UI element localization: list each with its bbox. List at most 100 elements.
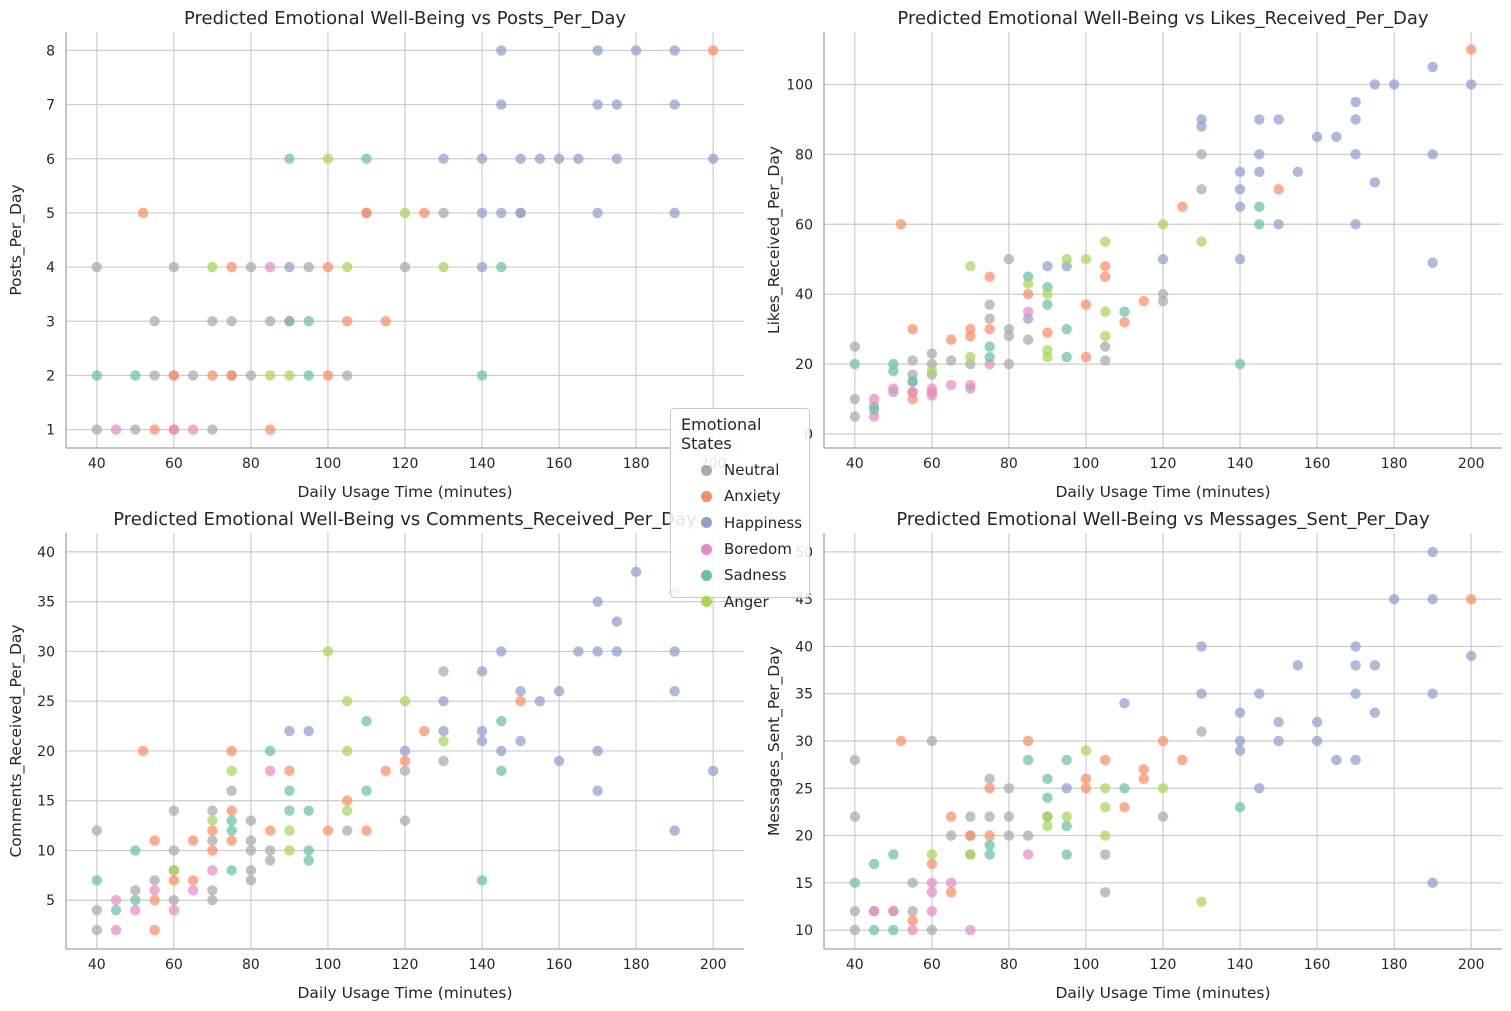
x-tick-label: 120	[392, 456, 419, 472]
legend-label-boredom: Boredom	[724, 540, 792, 559]
x-tick-label: 100	[1073, 456, 1100, 472]
point-boredom	[110, 924, 122, 936]
point-neutral	[342, 370, 353, 381]
point-anxiety	[322, 261, 334, 273]
point-boredom	[868, 393, 880, 405]
point-neutral	[264, 316, 276, 327]
point-boredom	[926, 877, 938, 889]
point-neutral	[264, 845, 276, 856]
point-happiness	[1350, 660, 1361, 671]
point-anxiety	[1138, 773, 1149, 785]
point-sadness	[868, 924, 880, 936]
x-axis-label: Daily Usage Time (minutes)	[297, 483, 512, 501]
point-happiness	[630, 45, 642, 56]
y-tick-label: 10	[37, 843, 55, 859]
point-anxiety	[707, 45, 719, 56]
point-happiness	[303, 725, 314, 737]
x-tick-label: 60	[923, 456, 941, 472]
point-anxiety	[1100, 754, 1111, 766]
point-sadness	[868, 404, 880, 415]
point-neutral	[945, 830, 957, 841]
point-neutral	[1003, 254, 1015, 265]
y-tick-label: 15	[795, 876, 813, 892]
point-boredom	[907, 386, 918, 398]
legend-marker-sadness	[701, 569, 712, 581]
y-axis-label: Messages_Sent_Per_Day	[765, 646, 784, 836]
x-tick-label: 120	[392, 957, 419, 973]
point-anger	[965, 261, 976, 272]
point-neutral	[342, 825, 353, 836]
chart-title: Predicted Emotional Well-Being vs Likes_…	[897, 8, 1429, 29]
x-tick-label: 140	[469, 456, 496, 472]
point-happiness	[669, 686, 680, 697]
point-anger	[322, 646, 334, 657]
point-happiness	[496, 745, 507, 757]
point-anger	[965, 849, 976, 860]
point-happiness	[1427, 149, 1438, 160]
point-neutral	[1003, 811, 1015, 822]
point-neutral	[207, 885, 218, 896]
point-anxiety	[322, 825, 334, 836]
y-tick-label: 80	[795, 147, 813, 163]
point-happiness	[1273, 114, 1284, 125]
point-happiness	[1350, 754, 1361, 766]
point-anxiety	[945, 334, 957, 345]
x-tick-label: 80	[242, 456, 260, 472]
point-anxiety	[1080, 773, 1092, 785]
point-anxiety	[342, 316, 353, 327]
point-happiness	[592, 207, 603, 219]
point-anxiety	[149, 835, 160, 846]
legend-marker-anger	[701, 596, 712, 608]
point-anxiety	[1022, 288, 1034, 300]
point-happiness	[1427, 257, 1438, 268]
y-tick-label: 20	[37, 744, 55, 760]
point-neutral	[849, 924, 861, 936]
point-neutral	[245, 845, 257, 856]
legend-marker-happiness	[701, 517, 712, 529]
point-boredom	[110, 895, 122, 906]
y-tick-label: 8	[46, 43, 55, 59]
point-happiness	[592, 596, 603, 607]
point-happiness	[592, 745, 603, 757]
point-anger	[226, 765, 237, 777]
point-happiness	[438, 153, 449, 164]
point-happiness	[496, 99, 507, 110]
point-anxiety	[284, 765, 295, 777]
subplot-messages-sent-per-day: 40 60 80 100 120 140 160 180 2001015202530354045…	[765, 509, 1502, 1002]
point-happiness	[630, 566, 642, 578]
point-happiness	[1292, 166, 1304, 178]
point-sadness	[303, 845, 314, 856]
point-anger	[1196, 896, 1207, 907]
point-happiness	[1292, 660, 1304, 671]
y-tick-label: 40	[37, 545, 55, 561]
point-anxiety	[226, 745, 237, 757]
point-happiness	[476, 735, 488, 747]
point-happiness	[611, 616, 623, 627]
point-anger	[1100, 830, 1111, 841]
point-boredom	[965, 379, 976, 391]
x-tick-label: 120	[1150, 957, 1177, 973]
point-neutral	[149, 316, 160, 327]
y-tick-label: 1	[46, 423, 55, 439]
point-sadness	[1254, 201, 1265, 212]
point-neutral	[245, 835, 257, 846]
point-neutral	[849, 411, 861, 422]
point-anger	[1196, 236, 1207, 247]
point-happiness	[592, 646, 603, 657]
point-sadness	[496, 715, 507, 727]
point-happiness	[1331, 131, 1342, 143]
point-neutral	[926, 735, 938, 747]
point-anxiety	[1138, 764, 1149, 775]
point-anger	[264, 370, 276, 381]
y-axis-label: Likes_Received_Per_Day	[765, 146, 784, 334]
legend-label-anger: Anger	[724, 592, 769, 611]
point-neutral	[1100, 355, 1111, 366]
point-neutral	[245, 370, 257, 381]
point-sadness	[361, 785, 372, 796]
point-neutral	[438, 207, 449, 219]
x-tick-label: 40	[846, 957, 864, 973]
point-anxiety	[984, 783, 995, 794]
point-sadness	[1061, 820, 1072, 832]
point-boredom	[168, 904, 180, 916]
y-tick-label: 15	[37, 794, 55, 810]
